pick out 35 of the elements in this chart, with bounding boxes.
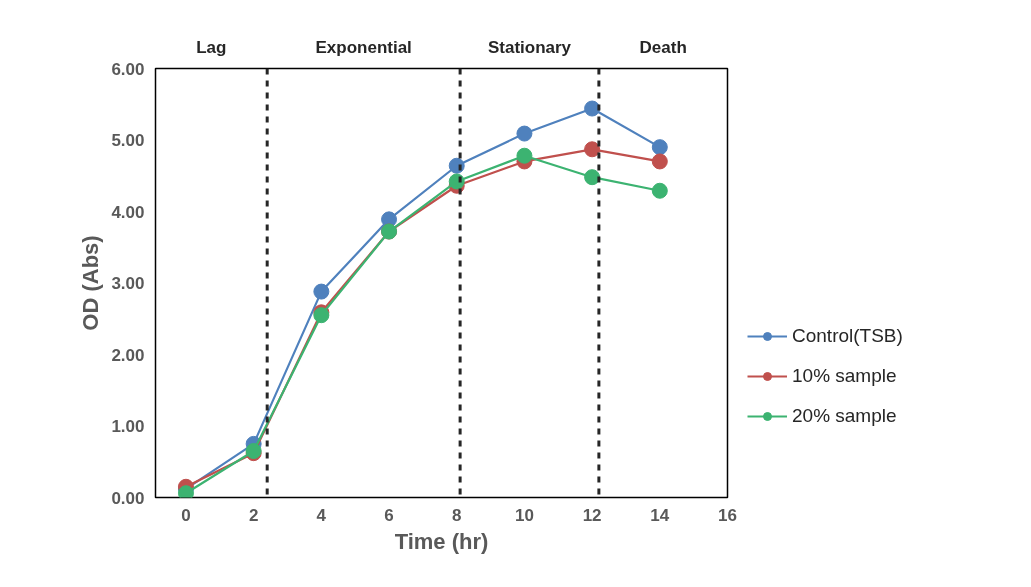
y-tick-label: 0.00 — [111, 488, 145, 508]
point — [651, 153, 668, 170]
x-tick-label: 6 — [384, 505, 394, 525]
point — [651, 182, 668, 199]
y-tick-label: 5.00 — [111, 131, 145, 150]
x-tick-label: 4 — [316, 505, 327, 525]
x-axis-title: Time (hr) — [394, 528, 489, 554]
point — [584, 100, 601, 117]
y-tick-label: 2.00 — [111, 345, 145, 365]
y-tick-label: 1.00 — [111, 417, 145, 436]
text: Stationary — [487, 38, 572, 58]
point — [313, 283, 330, 300]
x-tick-label: 8 — [452, 505, 462, 525]
y-tick-label: 3.00 — [111, 274, 145, 293]
x-tick-label: 12 — [582, 505, 602, 525]
y-axis-title: OD (Abs) — [78, 235, 104, 331]
legend-label: 20% sample — [792, 405, 897, 427]
point — [177, 485, 194, 498]
x-tick-label: 10 — [514, 505, 534, 525]
legend-label: Control(TSB) — [792, 325, 903, 347]
y-tick-label: 4.00 — [111, 202, 145, 222]
x-tick-label: 2 — [248, 505, 259, 525]
x-tick-label: 14 — [650, 505, 670, 525]
x-tick-label: 0 — [181, 505, 191, 525]
legend-label: 10% sample — [792, 365, 897, 387]
text: Lag — [196, 38, 227, 58]
y-tick-label: 6.00 — [111, 59, 145, 79]
point — [516, 125, 533, 142]
point — [651, 139, 668, 156]
x-tick-label: 16 — [718, 505, 737, 525]
point — [584, 141, 601, 158]
point — [516, 147, 533, 164]
text: Exponential — [315, 38, 412, 58]
text: Death — [639, 38, 687, 58]
point — [584, 169, 601, 186]
